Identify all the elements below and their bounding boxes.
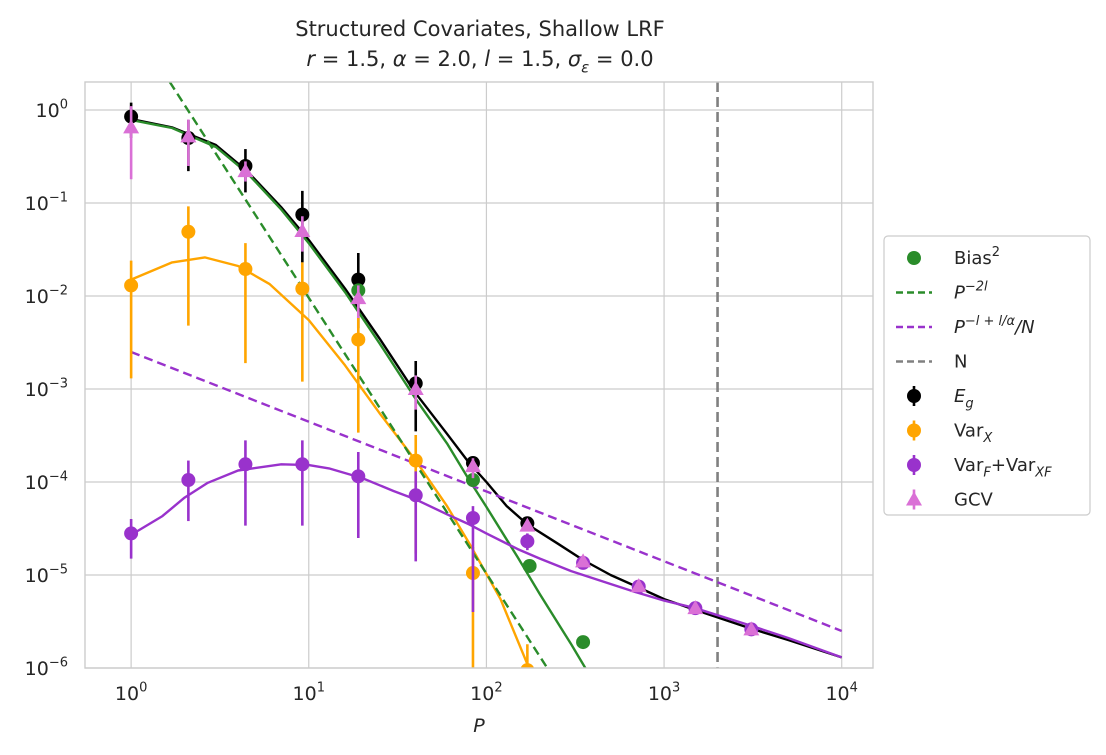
varf-marker: [295, 457, 310, 472]
gcv-marker: [237, 163, 254, 178]
chart-subtitle: r = 1.5, α = 2.0, l = 1.5, σε = 0.0: [306, 47, 653, 76]
gcv-marker: [407, 380, 424, 395]
bias-theory-line: [130, 118, 587, 668]
y-tick-label: 10−1: [25, 190, 68, 215]
varx-marker: [295, 281, 310, 296]
x-axis-ticks: 100 101 102 103 104: [115, 680, 858, 705]
chart-title: Structured Covariates, Shallow LRF: [295, 17, 665, 41]
legend-label: Eg: [954, 386, 974, 411]
y-tick-label: 10−2: [25, 283, 68, 308]
varx-marker: [238, 262, 253, 277]
legend-handle: [907, 389, 921, 403]
y-tick-label: 10−5: [25, 562, 68, 587]
legend-label: P−l + l/α/N: [954, 314, 1035, 338]
x-tick-label: 101: [293, 680, 325, 705]
bias-marker: [465, 473, 480, 488]
legend-label: VarF+VarXF: [954, 455, 1052, 480]
eg-marker: [351, 272, 366, 287]
legend-label: VarX: [954, 421, 993, 446]
varf-marker: [408, 488, 423, 503]
legend-label: P−2l: [954, 279, 988, 303]
x-tick-label: 100: [115, 680, 147, 705]
legend-label: N: [954, 352, 967, 373]
varx-marker: [408, 453, 423, 468]
y-tick-label: 10−4: [25, 469, 68, 494]
legend-handle: [907, 458, 921, 472]
x-tick-label: 103: [648, 680, 680, 705]
legend-label: Bias2: [954, 245, 1000, 269]
legend-box: [883, 235, 1091, 516]
varf-marker: [124, 526, 139, 541]
y-axis-ticks: 100 10−1 10−2 10−3 10−4 10−5 10−6: [25, 97, 68, 680]
legend-handle: [907, 251, 921, 265]
gcv-marker: [350, 290, 367, 305]
grid: [85, 82, 873, 669]
varf-power-law-line: [130, 350, 843, 633]
legend-label: GCV: [954, 490, 994, 511]
varf-marker: [520, 534, 535, 549]
bias-marker: [522, 558, 537, 573]
chart-title-group: Structured Covariates, Shallow LRF r = 1…: [295, 17, 665, 76]
legend: Bias2 P−2l P−l + l/α/N N Eg VarX VarF+VarXF GCV: [883, 235, 1091, 516]
gcv-marker: [464, 458, 481, 473]
gcv-marker: [294, 222, 311, 237]
legend-handle: [907, 423, 921, 438]
varf-marker: [181, 473, 196, 488]
varf-marker: [465, 511, 480, 526]
bias-marker: [576, 635, 591, 650]
gcv-marker: [743, 621, 760, 636]
varx-marker: [124, 278, 139, 293]
y-tick-label: 10−3: [25, 376, 68, 401]
y-tick-label: 10−6: [25, 655, 68, 680]
x-tick-label: 104: [825, 680, 857, 705]
gcv-marker: [575, 553, 592, 568]
legend-handle: [906, 491, 922, 506]
eg-marker: [295, 207, 310, 222]
gcv-marker: [519, 517, 536, 532]
bias-power-law-line: [168, 82, 549, 668]
varx-marker: [351, 332, 366, 347]
gcv-marker: [123, 119, 140, 134]
plot-frame: [84, 81, 874, 669]
x-axis-label: P: [473, 715, 485, 737]
varf-marker: [238, 457, 253, 472]
varx-theory-line: [130, 256, 531, 668]
gcv-marker: [180, 128, 197, 143]
gcv-marker: [687, 600, 704, 615]
y-tick-label: 100: [36, 97, 68, 122]
gcv-marker: [630, 578, 647, 593]
varx-marker: [181, 224, 196, 239]
x-tick-label: 102: [470, 680, 502, 705]
varx-marker: [520, 663, 535, 668]
varf-marker: [351, 469, 366, 484]
